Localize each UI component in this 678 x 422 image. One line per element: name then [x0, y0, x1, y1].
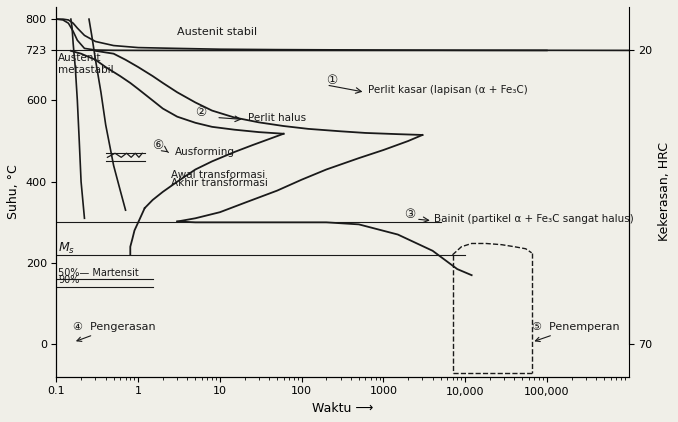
Text: ③: ③: [404, 208, 416, 221]
X-axis label: Waktu ⟶: Waktu ⟶: [312, 402, 373, 415]
Text: $M_s$: $M_s$: [58, 241, 75, 256]
Text: Austenit stabil: Austenit stabil: [177, 27, 258, 37]
Text: 50%— Martensit: 50%— Martensit: [58, 268, 139, 278]
Text: Ausforming: Ausforming: [175, 147, 235, 157]
Text: 90%: 90%: [58, 275, 79, 285]
Text: ⑥: ⑥: [153, 139, 164, 152]
Text: Perlit halus: Perlit halus: [248, 113, 306, 123]
Text: ⑤  Penemperan: ⑤ Penemperan: [532, 322, 619, 341]
Text: ②: ②: [195, 106, 207, 119]
Text: ①: ①: [326, 74, 338, 87]
Text: Awal transformasi: Awal transformasi: [171, 170, 265, 181]
Text: Perlit kasar (lapisan (α + Fe₃C): Perlit kasar (lapisan (α + Fe₃C): [368, 85, 528, 95]
Y-axis label: Kekerasan, HRC: Kekerasan, HRC: [658, 142, 671, 241]
Text: Bainit (partikel α + Fe₃C sangat halus): Bainit (partikel α + Fe₃C sangat halus): [435, 214, 634, 224]
Text: Austenit
metastabil: Austenit metastabil: [58, 53, 114, 75]
Text: Akhir transformasi: Akhir transformasi: [171, 178, 268, 188]
Text: ④  Pengerasan: ④ Pengerasan: [73, 322, 156, 341]
Y-axis label: Suhu, °C: Suhu, °C: [7, 165, 20, 219]
